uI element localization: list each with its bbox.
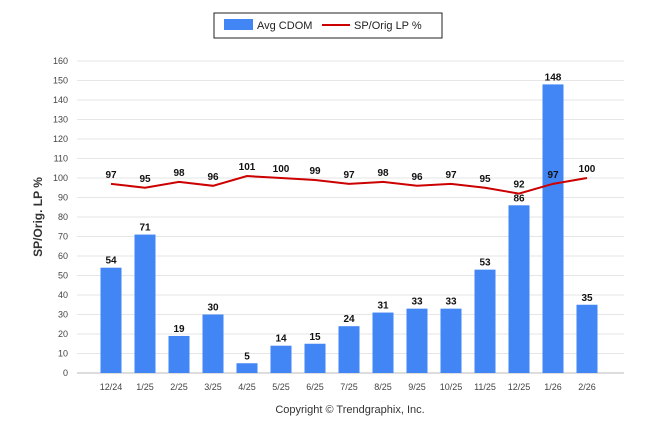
bar-value-label: 31 (377, 301, 389, 312)
y-tick-label: 110 (54, 154, 68, 164)
y-tick-label: 120 (53, 134, 68, 144)
bar (270, 345, 292, 373)
y-tick-label: 10 (58, 349, 68, 359)
x-tick-label: 6/25 (306, 382, 324, 392)
line-series (110, 175, 588, 195)
bar-value-label: 14 (275, 334, 287, 345)
bar (406, 308, 428, 373)
bar-value-label: 33 (445, 297, 457, 308)
bar-data-labels: 54 71 19 30 5 14 15 24 31 33 33 53 86 148 35 (105, 72, 593, 362)
x-tick-label: 12/25 (508, 382, 531, 392)
y-tick-label: 0 (63, 368, 68, 378)
bar (508, 205, 530, 373)
copyright-text: Copyright © Trendgraphix, Inc. (275, 404, 424, 416)
y-tick-label: 50 (58, 271, 68, 281)
line-path (110, 175, 588, 195)
y-tick-label: 130 (53, 115, 68, 125)
bar-value-label: 53 (479, 258, 491, 269)
legend-label-splp: SP/Orig LP % (354, 20, 422, 32)
bar-value-label: 30 (207, 303, 219, 314)
bar-series (100, 84, 598, 374)
y-tick-label: 70 (58, 232, 68, 242)
y-tick-label: 30 (58, 310, 68, 320)
x-tick-label: 4/25 (238, 382, 256, 392)
bar (576, 304, 598, 373)
legend: Avg CDOM SP/Orig LP % (213, 12, 443, 39)
y-tick-label: 150 (53, 76, 68, 86)
bar (542, 84, 564, 374)
x-tick-label: 2/26 (578, 382, 596, 392)
bar-value-label: 71 (139, 223, 151, 234)
x-tick-label: 9/25 (408, 382, 426, 392)
x-tick-label: 5/25 (272, 382, 290, 392)
y-tick-label: 20 (58, 329, 68, 339)
y-tick-label: 140 (53, 95, 68, 105)
x-tick-label: 3/25 (204, 382, 222, 392)
bar (304, 343, 326, 373)
gridlines (77, 60, 624, 374)
line-value-label: 97 (105, 170, 117, 181)
legend-label-cdom: Avg CDOM (257, 20, 312, 32)
bar (168, 335, 190, 373)
line-value-label: 95 (139, 174, 151, 185)
bar-value-label: 5 (244, 351, 250, 362)
y-axis-ticks: 0 10 20 30 40 50 60 70 80 90 100 110 120 130 140 150 160 (53, 56, 68, 378)
line-value-label: 97 (547, 170, 559, 181)
y-tick-label: 80 (58, 212, 68, 222)
bar-value-label: 15 (309, 332, 321, 343)
bar-value-label: 33 (411, 297, 423, 308)
bar-value-label: 35 (581, 293, 593, 304)
bar-value-label: 54 (105, 256, 117, 267)
bar-value-label: 24 (343, 314, 355, 325)
y-axis-label: SP/Orig. LP % (31, 177, 45, 257)
bar (134, 234, 156, 373)
line-value-label: 100 (579, 164, 596, 175)
bar-value-label: 86 (513, 193, 525, 204)
bar (236, 363, 258, 373)
bar-value-label: 148 (545, 72, 562, 83)
line-value-label: 96 (207, 172, 219, 183)
x-tick-label: 7/25 (340, 382, 358, 392)
y-tick-label: 100 (53, 173, 68, 183)
line-value-label: 98 (377, 168, 389, 179)
line-value-label: 101 (239, 162, 256, 173)
bar-value-label: 19 (173, 324, 185, 335)
line-value-label: 98 (173, 168, 185, 179)
bar (100, 267, 122, 373)
line-value-label: 100 (273, 164, 290, 175)
y-tick-label: 160 (53, 56, 68, 66)
line-value-label: 95 (479, 174, 491, 185)
legend-swatch-cdom (224, 19, 253, 30)
x-tick-label: 10/25 (440, 382, 463, 392)
y-tick-label: 60 (58, 251, 68, 261)
x-axis-ticks: 12/24 1/25 2/25 3/25 4/25 5/25 6/25 7/25 8/25 9/2… (100, 382, 596, 392)
line-value-label: 97 (343, 170, 355, 181)
x-tick-label: 11/25 (474, 382, 496, 392)
bar (440, 308, 462, 373)
y-tick-label: 90 (58, 193, 68, 203)
x-tick-label: 12/24 (100, 382, 123, 392)
bar (372, 312, 394, 373)
bar (202, 314, 224, 373)
bar (338, 326, 360, 373)
x-tick-label: 1/26 (544, 382, 562, 392)
line-value-label: 97 (445, 170, 457, 181)
x-tick-label: 2/25 (170, 382, 188, 392)
x-tick-label: 8/25 (374, 382, 392, 392)
x-tick-label: 1/25 (136, 382, 154, 392)
y-tick-label: 40 (58, 290, 68, 300)
line-value-label: 92 (513, 180, 525, 191)
line-value-label: 96 (411, 172, 423, 183)
line-value-label: 99 (309, 166, 321, 177)
bar (474, 269, 496, 373)
line-data-labels: 97 95 98 96 101 100 99 97 98 96 97 95 92 97 100 (105, 162, 595, 191)
